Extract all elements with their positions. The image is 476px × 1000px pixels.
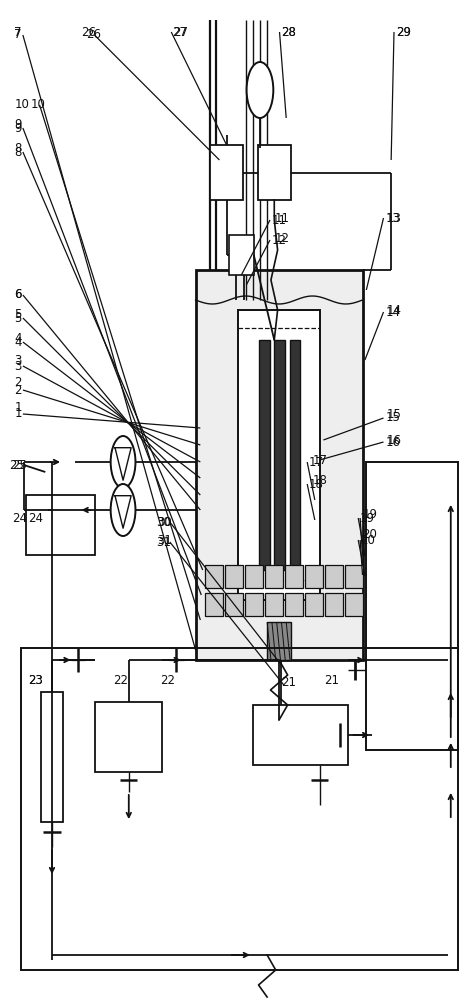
Text: 21: 21	[281, 676, 296, 689]
Text: 21: 21	[324, 674, 338, 687]
Text: 1: 1	[14, 407, 22, 420]
Bar	[325, 593, 343, 616]
Text: 15: 15	[386, 408, 400, 422]
Text: 4: 4	[14, 332, 22, 345]
Circle shape	[246, 62, 273, 118]
Text: 8: 8	[14, 141, 21, 154]
Text: 2: 2	[14, 383, 22, 396]
Bar	[40, 692, 63, 822]
Text: 6: 6	[14, 288, 22, 301]
Bar	[95, 702, 162, 772]
Text: 17: 17	[312, 454, 327, 466]
Text: 14: 14	[385, 306, 399, 318]
Bar	[225, 593, 243, 616]
Bar	[325, 565, 343, 588]
Text: 23: 23	[29, 674, 43, 687]
Bar	[257, 145, 290, 200]
Bar	[274, 340, 284, 570]
Text: 30: 30	[157, 516, 172, 528]
Text: 16: 16	[385, 436, 399, 448]
Text: 7: 7	[14, 28, 22, 41]
Bar	[265, 593, 283, 616]
Text: 18: 18	[308, 478, 323, 490]
Bar	[252, 705, 347, 765]
Text: 18: 18	[312, 474, 327, 487]
Text: 28: 28	[281, 25, 296, 38]
Text: 23: 23	[29, 674, 43, 687]
Text: 20: 20	[362, 528, 377, 542]
Text: 19: 19	[359, 512, 374, 524]
Text: 19: 19	[362, 508, 377, 522]
Text: 11: 11	[274, 212, 288, 225]
Text: 29: 29	[395, 25, 410, 38]
Text: 6: 6	[14, 288, 22, 301]
Bar	[245, 565, 263, 588]
Text: 24: 24	[29, 512, 43, 524]
Text: 10: 10	[31, 99, 46, 111]
Text: 2: 2	[14, 376, 22, 389]
Text: 28: 28	[281, 25, 296, 38]
Text: 27: 27	[171, 25, 186, 38]
Text: 30: 30	[156, 516, 171, 528]
Text: 22: 22	[159, 674, 174, 687]
Text: 26: 26	[81, 25, 96, 38]
Bar	[209, 145, 243, 200]
Text: 12: 12	[274, 232, 288, 244]
Text: 16: 16	[386, 434, 400, 446]
Bar	[26, 495, 95, 555]
Text: 11: 11	[271, 214, 286, 227]
Circle shape	[110, 436, 135, 488]
Bar	[228, 235, 253, 275]
Text: 3: 3	[14, 360, 21, 372]
Text: 12: 12	[271, 233, 286, 246]
Text: 14: 14	[386, 304, 400, 316]
Bar	[285, 565, 303, 588]
Text: 15: 15	[385, 411, 399, 424]
Text: 25: 25	[12, 459, 27, 472]
Text: 8: 8	[14, 145, 21, 158]
Text: 13: 13	[385, 212, 399, 225]
Bar	[238, 310, 319, 600]
Text: 26: 26	[86, 28, 100, 41]
Text: 29: 29	[395, 25, 410, 38]
Bar	[225, 565, 243, 588]
Bar	[345, 565, 363, 588]
Text: 20: 20	[359, 534, 374, 546]
Bar	[195, 270, 362, 660]
Bar	[205, 593, 223, 616]
Text: 25: 25	[10, 459, 24, 472]
Text: 24: 24	[12, 512, 27, 524]
Text: 9: 9	[14, 118, 22, 131]
Bar	[285, 593, 303, 616]
Bar	[305, 593, 323, 616]
Text: 27: 27	[173, 25, 188, 38]
Text: 3: 3	[14, 354, 21, 366]
Bar	[21, 648, 457, 970]
Bar	[289, 340, 299, 570]
Bar	[366, 462, 457, 750]
Text: 4: 4	[14, 336, 22, 349]
Circle shape	[110, 484, 135, 536]
Bar	[258, 340, 269, 570]
Text: 5: 5	[14, 308, 21, 322]
Bar	[267, 622, 290, 660]
Text: 1: 1	[14, 401, 22, 414]
Text: 5: 5	[14, 312, 21, 325]
Text: 17: 17	[308, 456, 323, 468]
Text: 22: 22	[113, 674, 128, 687]
Bar	[305, 565, 323, 588]
Text: 9: 9	[14, 121, 22, 134]
Text: 13: 13	[386, 212, 400, 225]
Text: 7: 7	[14, 25, 22, 38]
Bar	[265, 565, 283, 588]
Bar	[205, 565, 223, 588]
Text: 31: 31	[156, 536, 171, 548]
Text: 31: 31	[157, 534, 172, 546]
Text: 10: 10	[14, 99, 29, 111]
Bar	[345, 593, 363, 616]
Bar	[245, 593, 263, 616]
